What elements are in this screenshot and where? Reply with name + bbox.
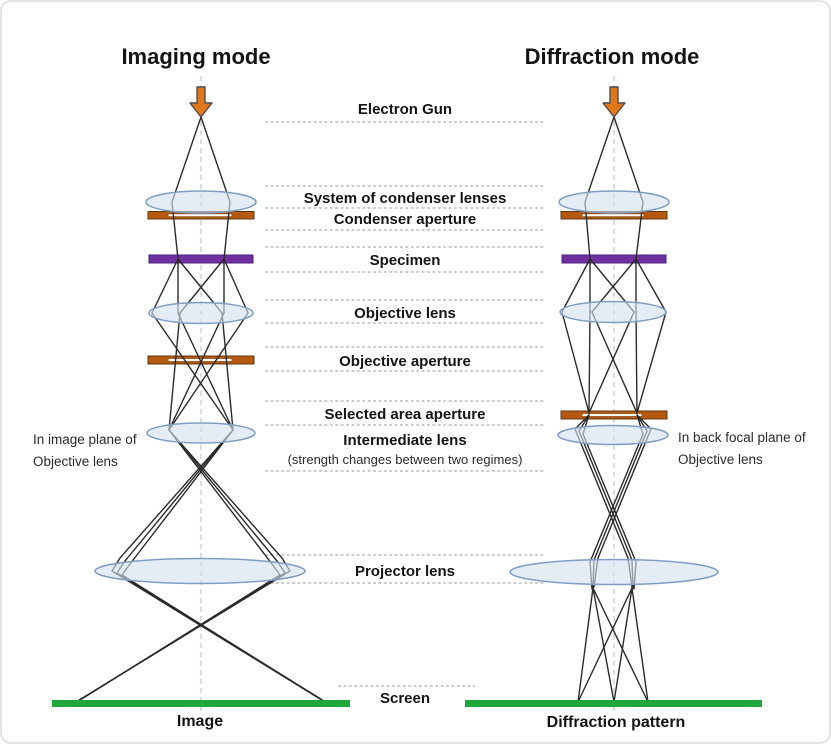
ray — [168, 312, 225, 431]
ray — [584, 116, 615, 260]
specimen-label: Specimen — [370, 252, 441, 269]
optical-axes — [200, 76, 615, 712]
ray — [635, 311, 638, 414]
diffraction-mode-title: Diffraction mode — [525, 44, 700, 69]
diffraction-column: Diffraction mode Diffraction pattern In … — [465, 44, 806, 731]
ray — [168, 312, 249, 431]
back-focal-annotation-line1: In back focal plane of — [678, 430, 806, 445]
ray — [561, 258, 591, 313]
center-labels: Electron Gun System of condenser lenses … — [288, 101, 523, 707]
ray — [168, 312, 181, 431]
ray — [200, 116, 231, 260]
ray — [577, 587, 594, 703]
condenser-aperture-slot — [581, 213, 645, 218]
intermediate-lens — [557, 424, 669, 446]
ray — [591, 311, 638, 414]
condenser-lenses-label: System of condenser lenses — [304, 190, 507, 207]
condenser-aperture-slot — [167, 213, 233, 218]
back-focal-annotation-line2: Objective lens — [678, 452, 763, 467]
ray — [577, 587, 633, 703]
projector-lens — [94, 557, 306, 585]
ray — [588, 311, 591, 414]
ray — [592, 587, 615, 703]
ray — [631, 587, 649, 703]
ray — [613, 587, 633, 703]
image-plane-annotation-line2: Objective lens — [33, 454, 118, 469]
diffraction-footer-label: Diffraction pattern — [547, 714, 686, 731]
specimen-bar — [148, 254, 254, 264]
ray — [177, 312, 234, 431]
beam-arrow-icon — [602, 86, 626, 118]
condenser-lens — [145, 190, 257, 214]
specimen-bar — [561, 254, 667, 264]
screen-label: Screen — [380, 690, 430, 707]
beam-arrow-icon — [189, 86, 213, 118]
objective-lens — [559, 300, 667, 324]
ray — [151, 258, 179, 314]
ray — [223, 258, 249, 314]
projector-lens — [509, 558, 719, 586]
projector-lens-label: Projector lens — [355, 563, 455, 580]
objective-lens-label: Objective lens — [354, 305, 456, 322]
intermediate-lens-note: (strength changes between two regimes) — [288, 452, 523, 467]
selected-area-aperture-label: Selected area aperture — [325, 406, 486, 423]
ray — [592, 587, 649, 703]
image-footer-label: Image — [177, 713, 223, 730]
ray — [171, 116, 202, 260]
imaging-mode-title: Imaging mode — [121, 44, 270, 69]
ray — [561, 311, 590, 414]
objective-lens — [148, 301, 254, 325]
objective-aperture-label: Objective aperture — [339, 353, 471, 370]
electron-gun-label: Electron Gun — [358, 101, 452, 118]
imaging-column: Imaging mode Image In image plane of Obj… — [33, 44, 350, 730]
screen-bar — [465, 700, 762, 707]
screen-bar — [52, 700, 350, 707]
ray — [613, 116, 644, 260]
condenser-aperture-label: Condenser aperture — [334, 211, 477, 228]
ray — [151, 312, 234, 431]
intermediate-lens — [146, 422, 256, 444]
intermediate-lens-label: Intermediate lens — [343, 432, 466, 449]
ray — [635, 258, 667, 313]
ray — [221, 312, 234, 431]
condenser-lens — [558, 190, 670, 214]
selected-area-aperture-slot — [581, 412, 643, 418]
ray — [588, 311, 635, 414]
ray — [636, 311, 667, 414]
image-plane-annotation-line1: In image plane of — [33, 432, 137, 447]
label-separator-lines — [265, 121, 545, 687]
